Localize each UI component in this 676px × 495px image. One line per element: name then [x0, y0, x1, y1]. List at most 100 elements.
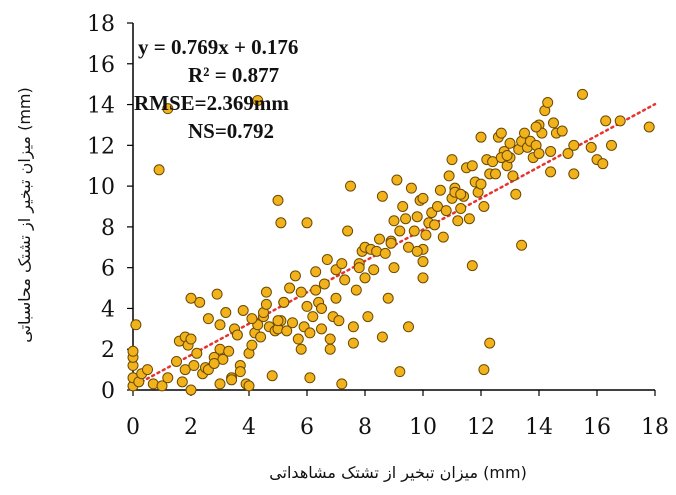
scatter-point: [278, 296, 290, 308]
scatter-point: [397, 201, 409, 212]
scatter-point: [510, 188, 522, 200]
scatter-point: [568, 139, 580, 151]
scatter-point: [266, 370, 278, 382]
scatter-point: [556, 125, 568, 137]
scatter-point: [316, 323, 327, 335]
scatter-point: [295, 343, 307, 355]
y-tick-label: 8: [101, 216, 115, 241]
scatter-point: [484, 337, 496, 349]
scatter-point: [336, 258, 348, 270]
x-tick-label: 16: [583, 415, 611, 440]
scatter-point: [234, 366, 246, 378]
y-tick-label: 2: [101, 338, 115, 363]
scatter-point: [368, 264, 380, 276]
scatter-point: [214, 378, 226, 390]
scatter-point: [272, 315, 284, 327]
scatter-point: [391, 174, 403, 186]
y-tick-label: 0: [101, 379, 115, 404]
scatter-point: [316, 302, 327, 314]
scatter-point: [376, 331, 388, 343]
scatter-point: [440, 205, 452, 217]
scatter-point: [237, 304, 249, 316]
scatter-point: [310, 266, 322, 278]
y-tick-label: 4: [101, 297, 115, 322]
scatter-point: [214, 319, 226, 331]
scatter-point: [403, 321, 414, 333]
scatter-point: [455, 203, 467, 215]
y-tick-label: 14: [87, 94, 115, 119]
scatter-point: [530, 121, 542, 133]
scatter-point: [507, 170, 519, 182]
scatter-point: [345, 180, 356, 192]
ticks-group: 0 2 4 6 8 10 12 14 16 18 0 2 4 6 8 10 12 14 16 18: [87, 12, 669, 440]
scatter-point: [217, 353, 229, 365]
scatter-point: [411, 245, 423, 257]
scatter-point: [429, 219, 441, 231]
scatter-point: [359, 272, 371, 284]
scatter-point: [504, 137, 516, 149]
x-tick-label: 6: [300, 415, 314, 440]
ns-label: NS=0.792: [188, 119, 274, 143]
scatter-point: [466, 260, 478, 272]
scatter-point: [289, 270, 301, 282]
scatter-point: [153, 164, 165, 176]
scatter-point: [350, 284, 362, 296]
scatter-point: [301, 217, 313, 229]
scatter-point: [185, 384, 197, 396]
regression-equation: y = 0.769x + 0.176: [138, 35, 298, 59]
scatter-point: [324, 333, 336, 345]
scatter-point: [475, 131, 487, 143]
scatter-point: [246, 339, 258, 351]
scatter-point: [385, 237, 397, 249]
scatter-point: [403, 241, 414, 253]
scatter-point: [318, 278, 330, 290]
scatter-point: [342, 225, 354, 237]
x-tick-label: 8: [358, 415, 372, 440]
scatter-point: [281, 325, 293, 337]
scatter-point: [379, 247, 391, 259]
x-tick-label: 18: [641, 415, 669, 440]
scatter-point: [577, 88, 588, 100]
scatter-point: [562, 147, 574, 159]
scatter-point: [301, 300, 313, 312]
scatter-point: [321, 254, 333, 266]
scatter-point: [336, 378, 348, 390]
scatter-point: [487, 156, 499, 168]
scatter-point: [243, 380, 255, 392]
scatter-point: [310, 284, 322, 296]
scatter-point: [255, 331, 267, 343]
scatter-point: [394, 366, 406, 378]
scatter-point: [339, 274, 351, 286]
scatter-point: [614, 115, 626, 127]
rmse-label: RMSE=2.369mm: [134, 91, 289, 115]
scatter-point: [478, 364, 490, 376]
scatter-point: [202, 313, 214, 325]
scatter-point: [231, 329, 243, 341]
scatter-point: [333, 315, 345, 327]
scatter-point: [417, 256, 429, 268]
scatter-point: [246, 313, 258, 325]
scatter-point: [223, 345, 235, 357]
scatter-point: [211, 288, 223, 300]
scatter-point: [252, 94, 264, 106]
scatter-point: [545, 166, 557, 178]
scatter-point: [347, 321, 359, 333]
scatter-point: [452, 215, 464, 227]
scatter-point: [220, 307, 232, 319]
scatter-point: [463, 213, 475, 225]
y-tick-label: 16: [87, 53, 115, 78]
scatter-point: [516, 239, 528, 251]
scatter-point: [405, 182, 417, 194]
scatter-point: [287, 317, 298, 329]
scatter-point: [176, 376, 188, 388]
scatter-point: [643, 121, 655, 133]
scatter-point: [455, 188, 467, 200]
scatter-point: [226, 374, 238, 386]
scatter-point: [275, 217, 287, 229]
x-tick-label: 10: [409, 415, 437, 440]
x-tick-label: 0: [126, 415, 140, 440]
scatter-point: [519, 127, 530, 139]
scatter-point: [295, 286, 307, 298]
scatter-point: [272, 194, 284, 206]
